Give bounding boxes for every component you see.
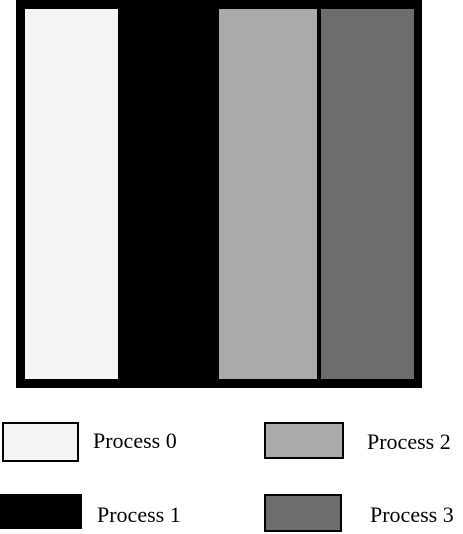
- legend-label-process-1: Process 1: [97, 502, 181, 527]
- legend-swatch-process-1: [0, 494, 82, 529]
- legend-swatch-process-2: [264, 422, 344, 459]
- legend-label-process-0: Process 0: [93, 428, 177, 453]
- legend-swatch-process-3: [264, 494, 342, 532]
- legend-swatch-process-0: [2, 422, 79, 462]
- legend-label-process-2: Process 2: [367, 429, 451, 454]
- process-0-region: [25, 9, 118, 379]
- legend-label-process-3: Process 3: [370, 502, 454, 527]
- process-3-region: [321, 9, 414, 379]
- process-2-region: [219, 9, 317, 379]
- process-1-region: [118, 9, 218, 379]
